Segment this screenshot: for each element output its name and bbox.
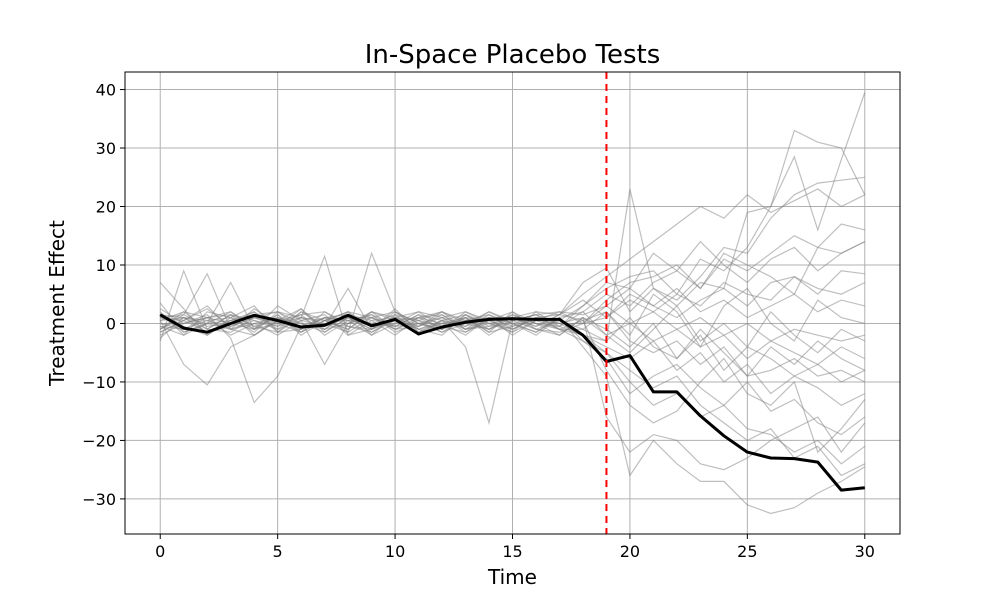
x-axis-label: Time	[487, 565, 537, 589]
y-tick-label: 20	[96, 198, 116, 217]
y-tick-label: 0	[106, 314, 116, 333]
y-tick-label: −10	[82, 373, 116, 392]
placebo-line-23	[159, 314, 866, 477]
y-axis-label: Treatment Effect	[45, 220, 69, 387]
x-tick-label: 10	[385, 542, 405, 561]
y-tick-label: 10	[96, 256, 116, 275]
treated-series-group	[159, 313, 865, 492]
x-tick-label: 0	[155, 542, 165, 561]
y-tick-label: −30	[82, 490, 116, 509]
x-tick-label: 15	[502, 542, 522, 561]
y-axis-ticks: −30 −20 −10 0 10 20 30 40	[82, 81, 125, 509]
x-tick-label: 20	[620, 542, 640, 561]
chart-title: In-Space Placebo Tests	[365, 40, 661, 70]
placebo-line-20	[160, 240, 866, 333]
placebo-line-19	[160, 304, 866, 354]
placebo-line-24	[159, 188, 866, 336]
x-tick-label: 30	[855, 542, 875, 561]
x-tick-label: 5	[273, 542, 283, 561]
x-tick-label: 25	[737, 542, 757, 561]
y-tick-label: −20	[82, 431, 116, 450]
placebo-line-21	[159, 311, 866, 377]
placebo-series-group	[159, 92, 866, 515]
treated-unit-line	[159, 313, 865, 492]
y-tick-label: 40	[96, 81, 116, 100]
x-axis-ticks: 0 5 10 15 20 25 30	[155, 534, 875, 561]
y-tick-label: 30	[96, 139, 116, 158]
